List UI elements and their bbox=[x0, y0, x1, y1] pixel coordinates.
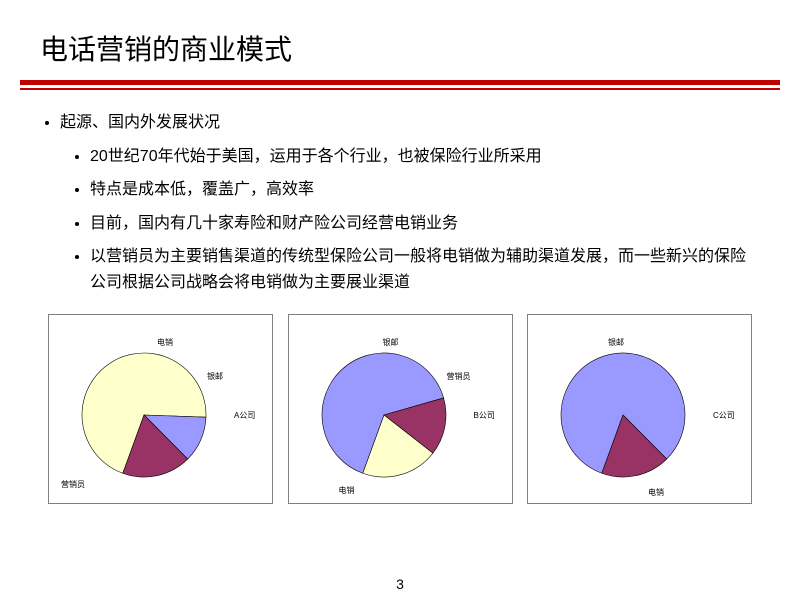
pie-slice-label: 银邮 bbox=[207, 371, 223, 382]
pie-slice-label: 电销 bbox=[648, 487, 664, 498]
pie-company-label: C公司 bbox=[713, 410, 735, 421]
slide-title: 电话营销的商业模式 bbox=[0, 0, 800, 80]
pie-company-label: A公司 bbox=[234, 410, 255, 421]
bullet-main-text: 起源、国内外发展状况 bbox=[60, 114, 220, 131]
bullet-sub: 20世纪70年代始于美国，运用于各个行业，也被保险行业所采用 bbox=[90, 144, 760, 170]
pie-slice-label: 电销 bbox=[339, 485, 355, 496]
bullet-sub: 目前，国内有几十家寿险和财产险公司经营电销业务 bbox=[90, 211, 760, 237]
pie-chart-b: 电销 银邮营销员 B公司 bbox=[288, 314, 513, 504]
title-underline bbox=[20, 80, 780, 90]
pie-slice-label: 银邮 bbox=[608, 337, 624, 348]
content-area: 起源、国内外发展状况 20世纪70年代始于美国，运用于各个行业，也被保险行业所采… bbox=[0, 90, 800, 296]
pie-company-label: B公司 bbox=[474, 410, 495, 421]
pie-slice-label: 电销 bbox=[157, 337, 173, 348]
pie-slice-label: 银邮 bbox=[383, 337, 399, 348]
pie-chart-a: 营销员 电销银邮 A公司 bbox=[48, 314, 273, 504]
charts-row: 营销员电销银邮A公司 电销银邮营销员B公司 电销银邮C公司 bbox=[0, 304, 800, 504]
pie-slice-label: 营销员 bbox=[447, 371, 471, 382]
bullet-main: 起源、国内外发展状况 20世纪70年代始于美国，运用于各个行业，也被保险行业所采… bbox=[60, 110, 760, 296]
bullet-sub: 以营销员为主要销售渠道的传统型保险公司一般将电销做为辅助渠道发展，而一些新兴的保… bbox=[90, 244, 760, 295]
page-number: 3 bbox=[0, 576, 800, 592]
pie-chart-c: 电销 银邮 C公司 bbox=[527, 314, 752, 504]
pie-slice-label: 营销员 bbox=[61, 479, 85, 490]
bullet-sub: 特点是成本低，覆盖广，高效率 bbox=[90, 177, 760, 203]
